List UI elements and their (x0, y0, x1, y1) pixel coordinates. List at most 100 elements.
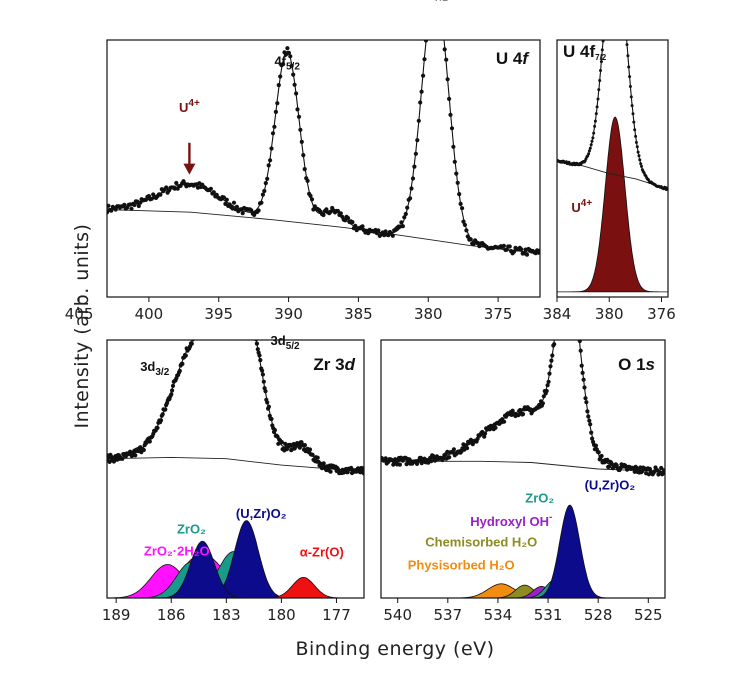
data-point (233, 299, 237, 303)
data-point (573, 300, 577, 304)
data-point (278, 74, 283, 79)
data-point (361, 466, 364, 471)
data-point (445, 77, 450, 82)
data-point (132, 202, 137, 208)
data-point (199, 328, 203, 332)
data-point (239, 296, 243, 300)
data-point (211, 329, 215, 333)
data-point (545, 383, 550, 388)
data-point (169, 392, 174, 397)
data-point (483, 431, 488, 436)
data-point (219, 325, 223, 329)
data-point (160, 412, 165, 417)
data-point (599, 453, 604, 459)
component-5 (107, 540, 364, 598)
data-point (288, 54, 293, 59)
data-point (638, 158, 642, 162)
data-point (403, 211, 408, 217)
data-point (285, 46, 290, 51)
annotation-1: 3d5/2 (271, 333, 301, 352)
data-point (593, 124, 597, 128)
data-point (390, 233, 395, 238)
background-line (107, 456, 364, 473)
panel-title: Zr 3d (313, 355, 355, 374)
data-point (442, 47, 447, 52)
component-0 (557, 116, 668, 293)
data-point (146, 194, 151, 199)
data-point (623, 8, 626, 11)
data-point (423, 40, 429, 43)
data-point (298, 127, 303, 132)
data-point (263, 181, 268, 186)
data-point (260, 368, 265, 373)
data-point (622, 0, 625, 2)
data-point (633, 128, 637, 132)
data-point (451, 447, 456, 452)
data-point (637, 154, 641, 158)
data-point (462, 222, 467, 227)
data-point (194, 334, 198, 338)
data-point (428, 0, 432, 3)
annotation-0: (U,Zr)O₂ (585, 478, 636, 493)
arrow-head (183, 163, 196, 175)
data-point (444, 57, 449, 62)
x-tick-label: 531 (534, 606, 563, 624)
data-point (251, 323, 255, 327)
data-point (268, 158, 273, 163)
data-point (279, 440, 284, 445)
data-point (276, 83, 281, 88)
plot-frame (556, 39, 669, 298)
data-point (636, 150, 640, 154)
data-point (425, 27, 429, 31)
annotation-0: 3d3/2 (140, 359, 170, 378)
data-point (465, 446, 470, 451)
data-point (574, 307, 578, 311)
x-tick-label: 405 (65, 305, 94, 323)
x-tick-label: 380 (414, 305, 443, 323)
data-point (599, 60, 603, 64)
data-point (263, 389, 268, 394)
data-point (565, 262, 569, 266)
data-point (269, 416, 274, 422)
data-point (575, 316, 579, 320)
annotation-4: Physisorbed H₂O (408, 558, 515, 573)
x-axis-label: Binding energy (eV) (295, 638, 494, 660)
data-point (294, 91, 299, 96)
data-point (464, 228, 469, 233)
data-point (399, 220, 404, 225)
data-point (601, 40, 605, 43)
data-point (562, 276, 566, 280)
data-point (195, 331, 199, 335)
data-point (252, 329, 256, 333)
data-point (360, 224, 365, 229)
data-point (540, 401, 546, 406)
data-point (266, 163, 271, 168)
data-point (400, 224, 405, 229)
data-point (345, 216, 351, 221)
annotation-1: 4f7/2 (423, 0, 449, 3)
plot-frame (106, 339, 365, 599)
data-point (266, 404, 271, 409)
data-point (635, 145, 639, 149)
data-point (624, 20, 627, 23)
data-point (366, 231, 371, 236)
data-point (212, 333, 216, 337)
data-point (203, 327, 207, 331)
data-point (631, 112, 635, 116)
data-point (600, 48, 604, 52)
data-point (581, 377, 586, 382)
data-point (338, 211, 343, 216)
data-point (440, 15, 444, 19)
data-point (412, 164, 417, 169)
data-point (607, 464, 612, 469)
data-point (136, 203, 141, 209)
data-point (163, 407, 168, 412)
data-point (587, 149, 591, 153)
data-point (234, 204, 239, 209)
annotation-3: Chemisorbed H₂O (425, 534, 537, 549)
data-point (458, 201, 463, 206)
data-point (240, 211, 245, 216)
x-tick-label: 537 (434, 606, 463, 624)
data-point (550, 353, 555, 358)
data-point (595, 105, 599, 109)
